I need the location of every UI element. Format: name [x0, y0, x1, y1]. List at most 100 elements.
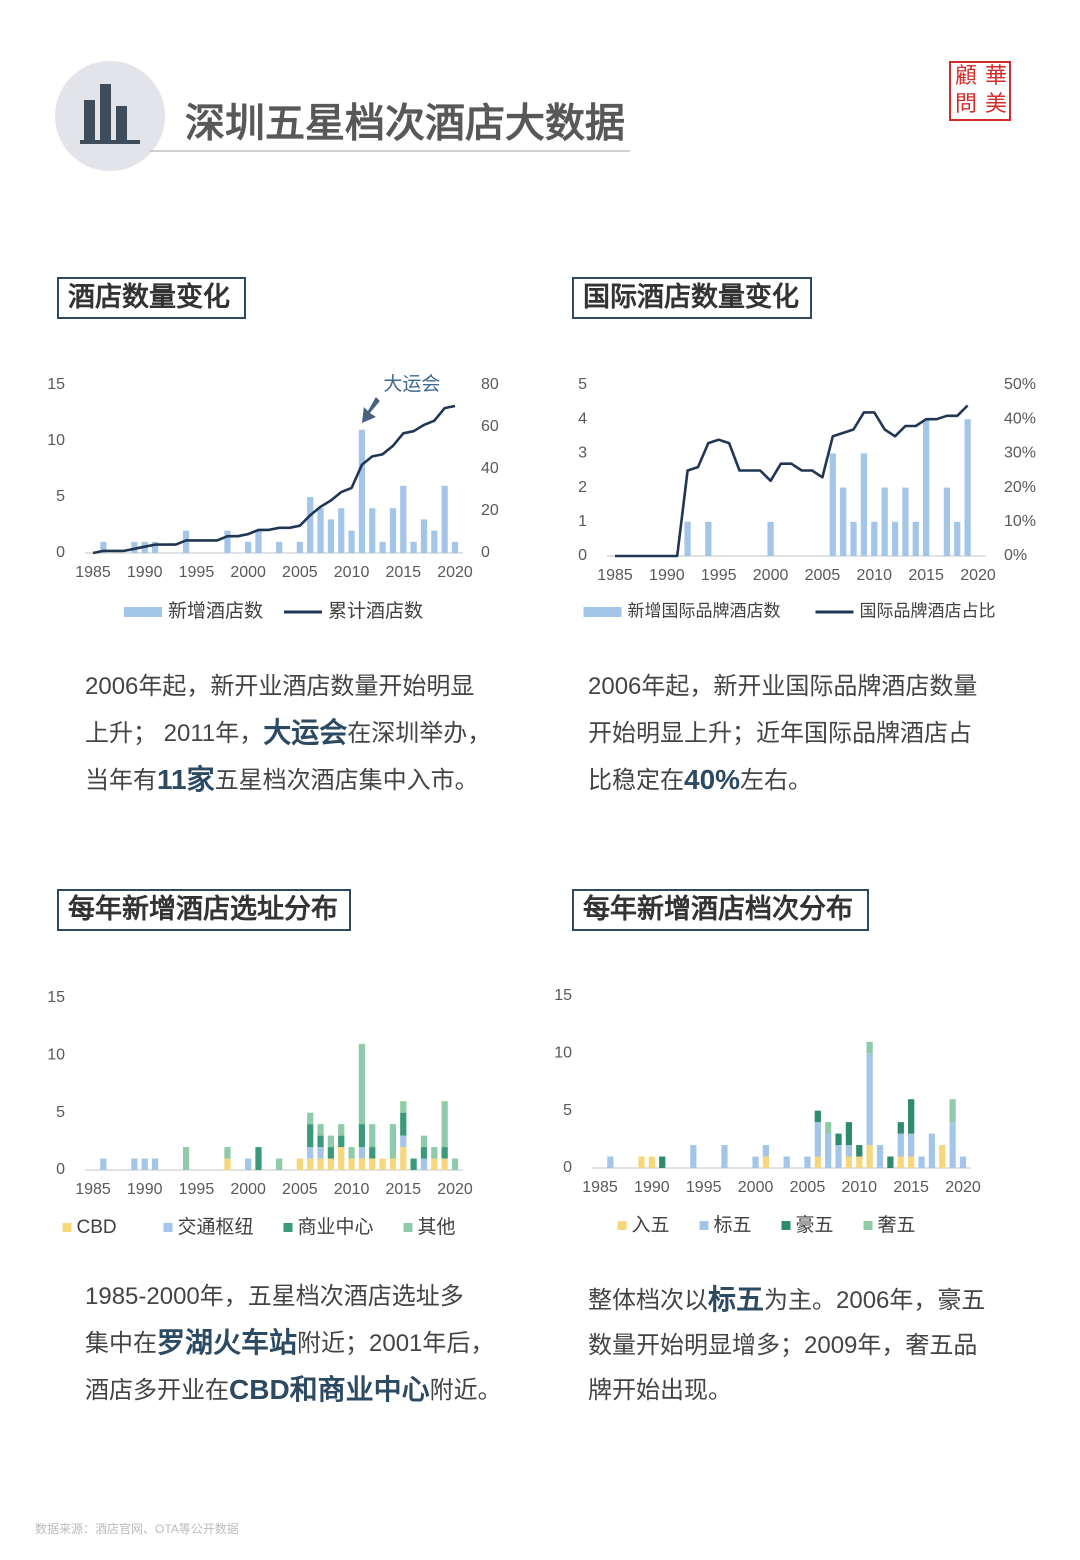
x-tick-label: 1985: [582, 1179, 618, 1196]
legend-label: 标五: [714, 1214, 752, 1236]
x-tick-label: 2000: [230, 564, 266, 581]
x-tick-label: 1990: [127, 564, 163, 581]
y-tick-label: 0: [563, 1159, 572, 1176]
bar-segment: [949, 1122, 956, 1168]
bar: [245, 541, 252, 553]
panel-heading-box: [57, 277, 246, 319]
bar-segment: [358, 1043, 366, 1125]
x-tick-label: 2010: [334, 1181, 370, 1198]
bar: [431, 530, 438, 553]
bar-segment: [659, 1156, 666, 1168]
bar-segment: [804, 1156, 811, 1168]
y2-tick-label: 0%: [1004, 547, 1027, 564]
x-tick-label: 1995: [701, 567, 737, 584]
bar-segment: [327, 1147, 335, 1159]
annotation-arrow: [361, 397, 380, 423]
bar: [348, 530, 355, 553]
bar: [255, 530, 262, 553]
bar-segment: [151, 1158, 159, 1170]
y2-tick-label: 40: [481, 460, 499, 477]
bar: [964, 419, 971, 556]
logo-char: 問: [955, 91, 977, 116]
line-series: [92, 404, 456, 555]
caption-line: 开始明显上升；近年国际品牌酒店占: [588, 720, 972, 747]
bar: [441, 485, 448, 553]
y-tick-label: 5: [578, 376, 587, 393]
y-tick-label: 5: [56, 488, 65, 505]
bar: [317, 508, 324, 553]
y-tick-label: 10: [47, 1047, 65, 1064]
bar: [420, 519, 428, 553]
panel-heading: 酒店数量变化: [68, 281, 230, 312]
bar-segment: [835, 1145, 842, 1168]
bar: [151, 541, 159, 553]
x-tick-label: 2010: [334, 564, 370, 581]
y-tick-label: 15: [47, 376, 65, 393]
bar-segment: [845, 1122, 853, 1146]
caption-text: 数量开始明显增多；2009年，奢五品: [588, 1332, 977, 1359]
x-tick-label: 1985: [75, 1181, 111, 1198]
page-title: 深圳五星档次酒店大数据: [185, 102, 625, 146]
bar-segment: [638, 1156, 645, 1168]
legend-label: CBD: [77, 1217, 117, 1238]
bar-segment: [245, 1158, 252, 1170]
bar-segment: [358, 1124, 366, 1148]
bar: [296, 541, 303, 553]
x-tick-label: 1985: [597, 567, 633, 584]
bar-segment: [307, 1124, 314, 1148]
caption-highlight: 11家: [157, 763, 215, 795]
panel-heading-box: [572, 889, 869, 931]
caption-highlight: 40%: [684, 764, 740, 795]
bar-segment: [358, 1158, 366, 1170]
bar-segment: [845, 1145, 853, 1157]
legend-swatch: [283, 1223, 293, 1232]
bar-segment: [369, 1158, 376, 1170]
y-tick-label: 0: [578, 547, 587, 564]
source-note: 数据来源：酒店官网、OTA等公开数据: [35, 1521, 239, 1536]
caption-highlight: 罗湖火车站: [157, 1326, 297, 1358]
bar-segment: [814, 1156, 821, 1168]
panel-heading: 每年新增酒店档次分布: [583, 893, 853, 924]
bar-segment: [379, 1158, 386, 1170]
x-tick-label: 2015: [385, 564, 421, 581]
bar-segment: [897, 1133, 904, 1157]
caption-highlight: 大运会: [263, 717, 347, 748]
legend-label: 国际品牌酒店占比: [860, 601, 996, 620]
x-tick-label: 1995: [179, 1181, 215, 1198]
bar: [307, 497, 314, 553]
bar: [410, 541, 417, 553]
bar-segment: [814, 1122, 821, 1157]
bar: [871, 521, 878, 556]
caption-text: 为主。2006年，豪五: [764, 1287, 985, 1314]
x-tick-label: 2020: [437, 1181, 473, 1198]
bar: [923, 419, 930, 556]
legend-label: 豪五: [796, 1214, 834, 1236]
logo-char: 華: [985, 63, 1007, 88]
bar-segment: [721, 1145, 728, 1168]
legend-label: 奢五: [878, 1214, 916, 1236]
bar: [767, 521, 774, 556]
caption-line: 上升； 2011年，大运会在深圳举办，: [85, 717, 491, 748]
y-tick-label: 3: [578, 445, 587, 462]
bar-segment: [389, 1124, 397, 1159]
bar: [389, 508, 397, 553]
bar-segment: [431, 1147, 438, 1159]
bar-segment: [431, 1158, 438, 1170]
bar: [850, 521, 857, 556]
caption-text: 集中在: [85, 1330, 157, 1357]
logo-char: 顧: [955, 63, 977, 88]
bar-segment: [100, 1158, 107, 1170]
caption-text: 2006年起，新开业酒店数量开始明显: [85, 673, 474, 700]
caption-highlight: CBD和商业中心: [229, 1374, 430, 1405]
caption-text: 1985-2000年，五星档次酒店选址多: [85, 1283, 464, 1310]
caption-line: 1985-2000年，五星档次酒店选址多: [85, 1283, 464, 1310]
panel-heading-box: [57, 889, 351, 931]
bar-segment: [928, 1133, 936, 1168]
bar-segment: [400, 1101, 407, 1113]
caption-line: 集中在罗湖火车站附近；2001年后，: [85, 1326, 494, 1358]
legend-swatch: [163, 1223, 173, 1232]
bar: [276, 541, 283, 553]
bar-segment: [369, 1147, 376, 1159]
bar-segment: [182, 1147, 190, 1170]
